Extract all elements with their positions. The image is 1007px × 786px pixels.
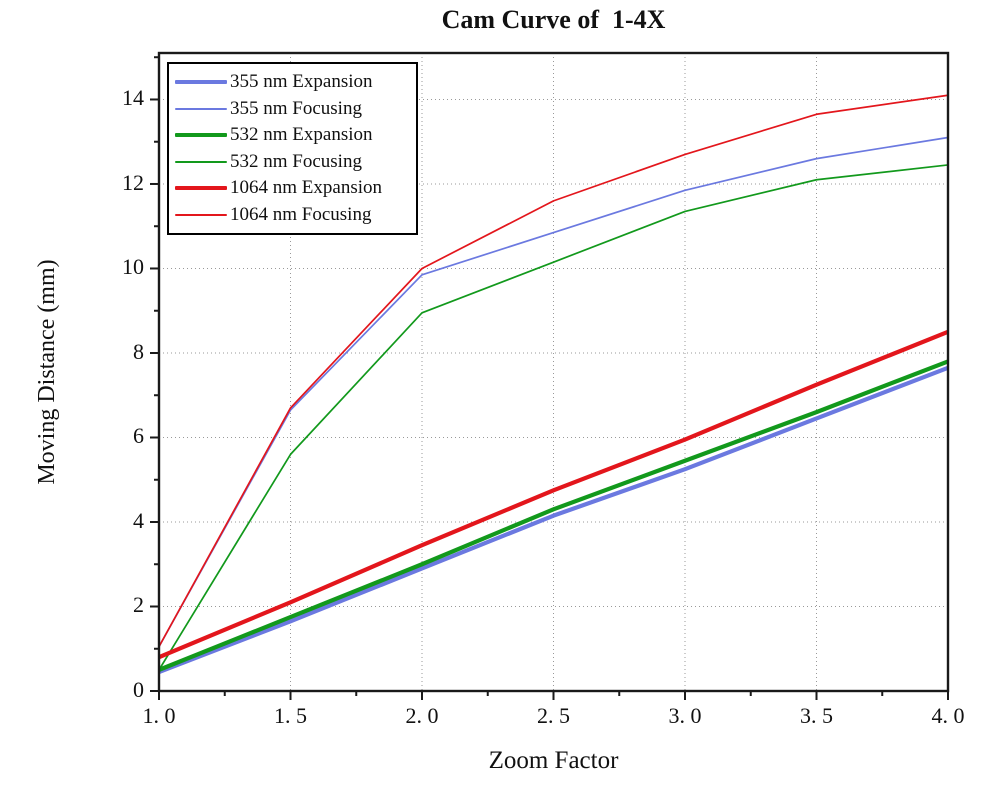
y-tick-label: 4 bbox=[133, 507, 144, 533]
x-tick-label: 3. 0 bbox=[668, 703, 702, 728]
legend-item: 355 nm Focusing bbox=[175, 96, 416, 123]
series-line-532-nm-expansion bbox=[158, 359, 949, 672]
legend-item: 1064 nm Expansion bbox=[175, 175, 416, 202]
legend-line-swatch bbox=[175, 160, 227, 163]
y-tick-label: 8 bbox=[133, 338, 144, 364]
y-tick-label: 14 bbox=[122, 85, 144, 111]
series-line-532-nm-focusing bbox=[158, 164, 949, 671]
legend-item: 532 nm Expansion bbox=[175, 122, 416, 149]
series-lines bbox=[158, 94, 949, 674]
legend: 355 nm Expansion 355 nm Focusing 532 nm Ex… bbox=[167, 62, 418, 235]
legend-label: 532 nm Expansion bbox=[230, 124, 373, 146]
x-tick-label: 4. 0 bbox=[931, 703, 965, 728]
y-tick-label: 2 bbox=[133, 592, 144, 618]
series-line-355-nm-focusing bbox=[158, 136, 949, 648]
legend-item: 1064 nm Focusing bbox=[175, 202, 416, 229]
series-line-1064-nm-expansion bbox=[158, 329, 949, 660]
x-tick-label: 1. 0 bbox=[142, 703, 176, 728]
legend-item: 355 nm Expansion bbox=[175, 69, 416, 96]
tick-marks bbox=[150, 56, 949, 700]
legend-item: 532 nm Focusing bbox=[175, 149, 416, 176]
legend-line-swatch bbox=[175, 80, 227, 85]
y-tick-label: 0 bbox=[133, 677, 144, 702]
legend-label: 1064 nm Expansion bbox=[230, 177, 382, 199]
legend-line-swatch bbox=[175, 186, 227, 191]
axis-frame bbox=[157, 51, 950, 693]
legend-label: 1064 nm Focusing bbox=[230, 203, 372, 225]
legend-line-swatch bbox=[175, 213, 227, 216]
x-tick-label: 2. 0 bbox=[405, 703, 439, 728]
x-tick-label: 3. 5 bbox=[800, 703, 833, 728]
y-axis-label: Moving Distance (mm) bbox=[34, 259, 60, 485]
legend-label: 532 nm Focusing bbox=[230, 150, 362, 172]
x-tick-label: 2. 5 bbox=[537, 703, 570, 728]
legend-label: 355 nm Focusing bbox=[230, 97, 362, 119]
y-tick-label: 12 bbox=[122, 169, 144, 195]
legend-line-swatch bbox=[175, 133, 227, 138]
x-tick-label: 1. 5 bbox=[274, 703, 307, 728]
y-tick-label: 6 bbox=[133, 423, 144, 449]
y-tick-label: 10 bbox=[122, 254, 144, 280]
series-line-355-nm-expansion bbox=[158, 365, 949, 674]
legend-line-swatch bbox=[175, 107, 227, 110]
x-axis-label: Zoom Factor bbox=[488, 747, 619, 774]
legend-label: 355 nm Expansion bbox=[230, 71, 373, 93]
series-line-1064-nm-focusing bbox=[158, 94, 949, 648]
chart-title: Cam Curve of 1-4X bbox=[441, 5, 666, 34]
